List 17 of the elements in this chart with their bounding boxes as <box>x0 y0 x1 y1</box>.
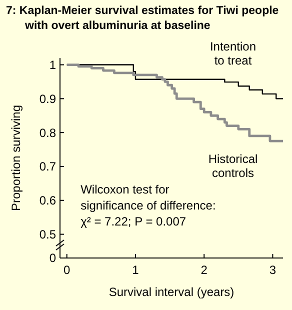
series-label: Historical controls <box>208 152 258 180</box>
y-tick-label: 1 <box>49 58 56 72</box>
x-tick-label: 3 <box>269 263 276 277</box>
y-tick-label: 0.7 <box>39 160 56 174</box>
x-tick-label: 1 <box>132 263 140 277</box>
y-tick-label: 0.5 <box>39 227 56 242</box>
y-tick-label: 0 <box>49 251 56 266</box>
x-axis-title: Survival interval (years) <box>108 285 234 299</box>
chart-title: 7: Kaplan-Meier survival estimates for Tiwi people with overt albuminuria at baseline <box>6 5 279 32</box>
series-label: Intention to treat <box>210 40 256 68</box>
y-axis-title: Proportion surviving <box>9 104 23 212</box>
x-tick-label: 0 <box>64 263 71 277</box>
y-tick-label: 0.6 <box>39 194 56 208</box>
annotation: Wilcoxon test for significance of difference: χ² = 7.22; P = 0.007 <box>80 182 216 229</box>
x-tick-label: 2 <box>200 263 208 277</box>
y-tick-label: 0.8 <box>39 126 56 140</box>
y-tick-label: 0.9 <box>39 92 56 106</box>
